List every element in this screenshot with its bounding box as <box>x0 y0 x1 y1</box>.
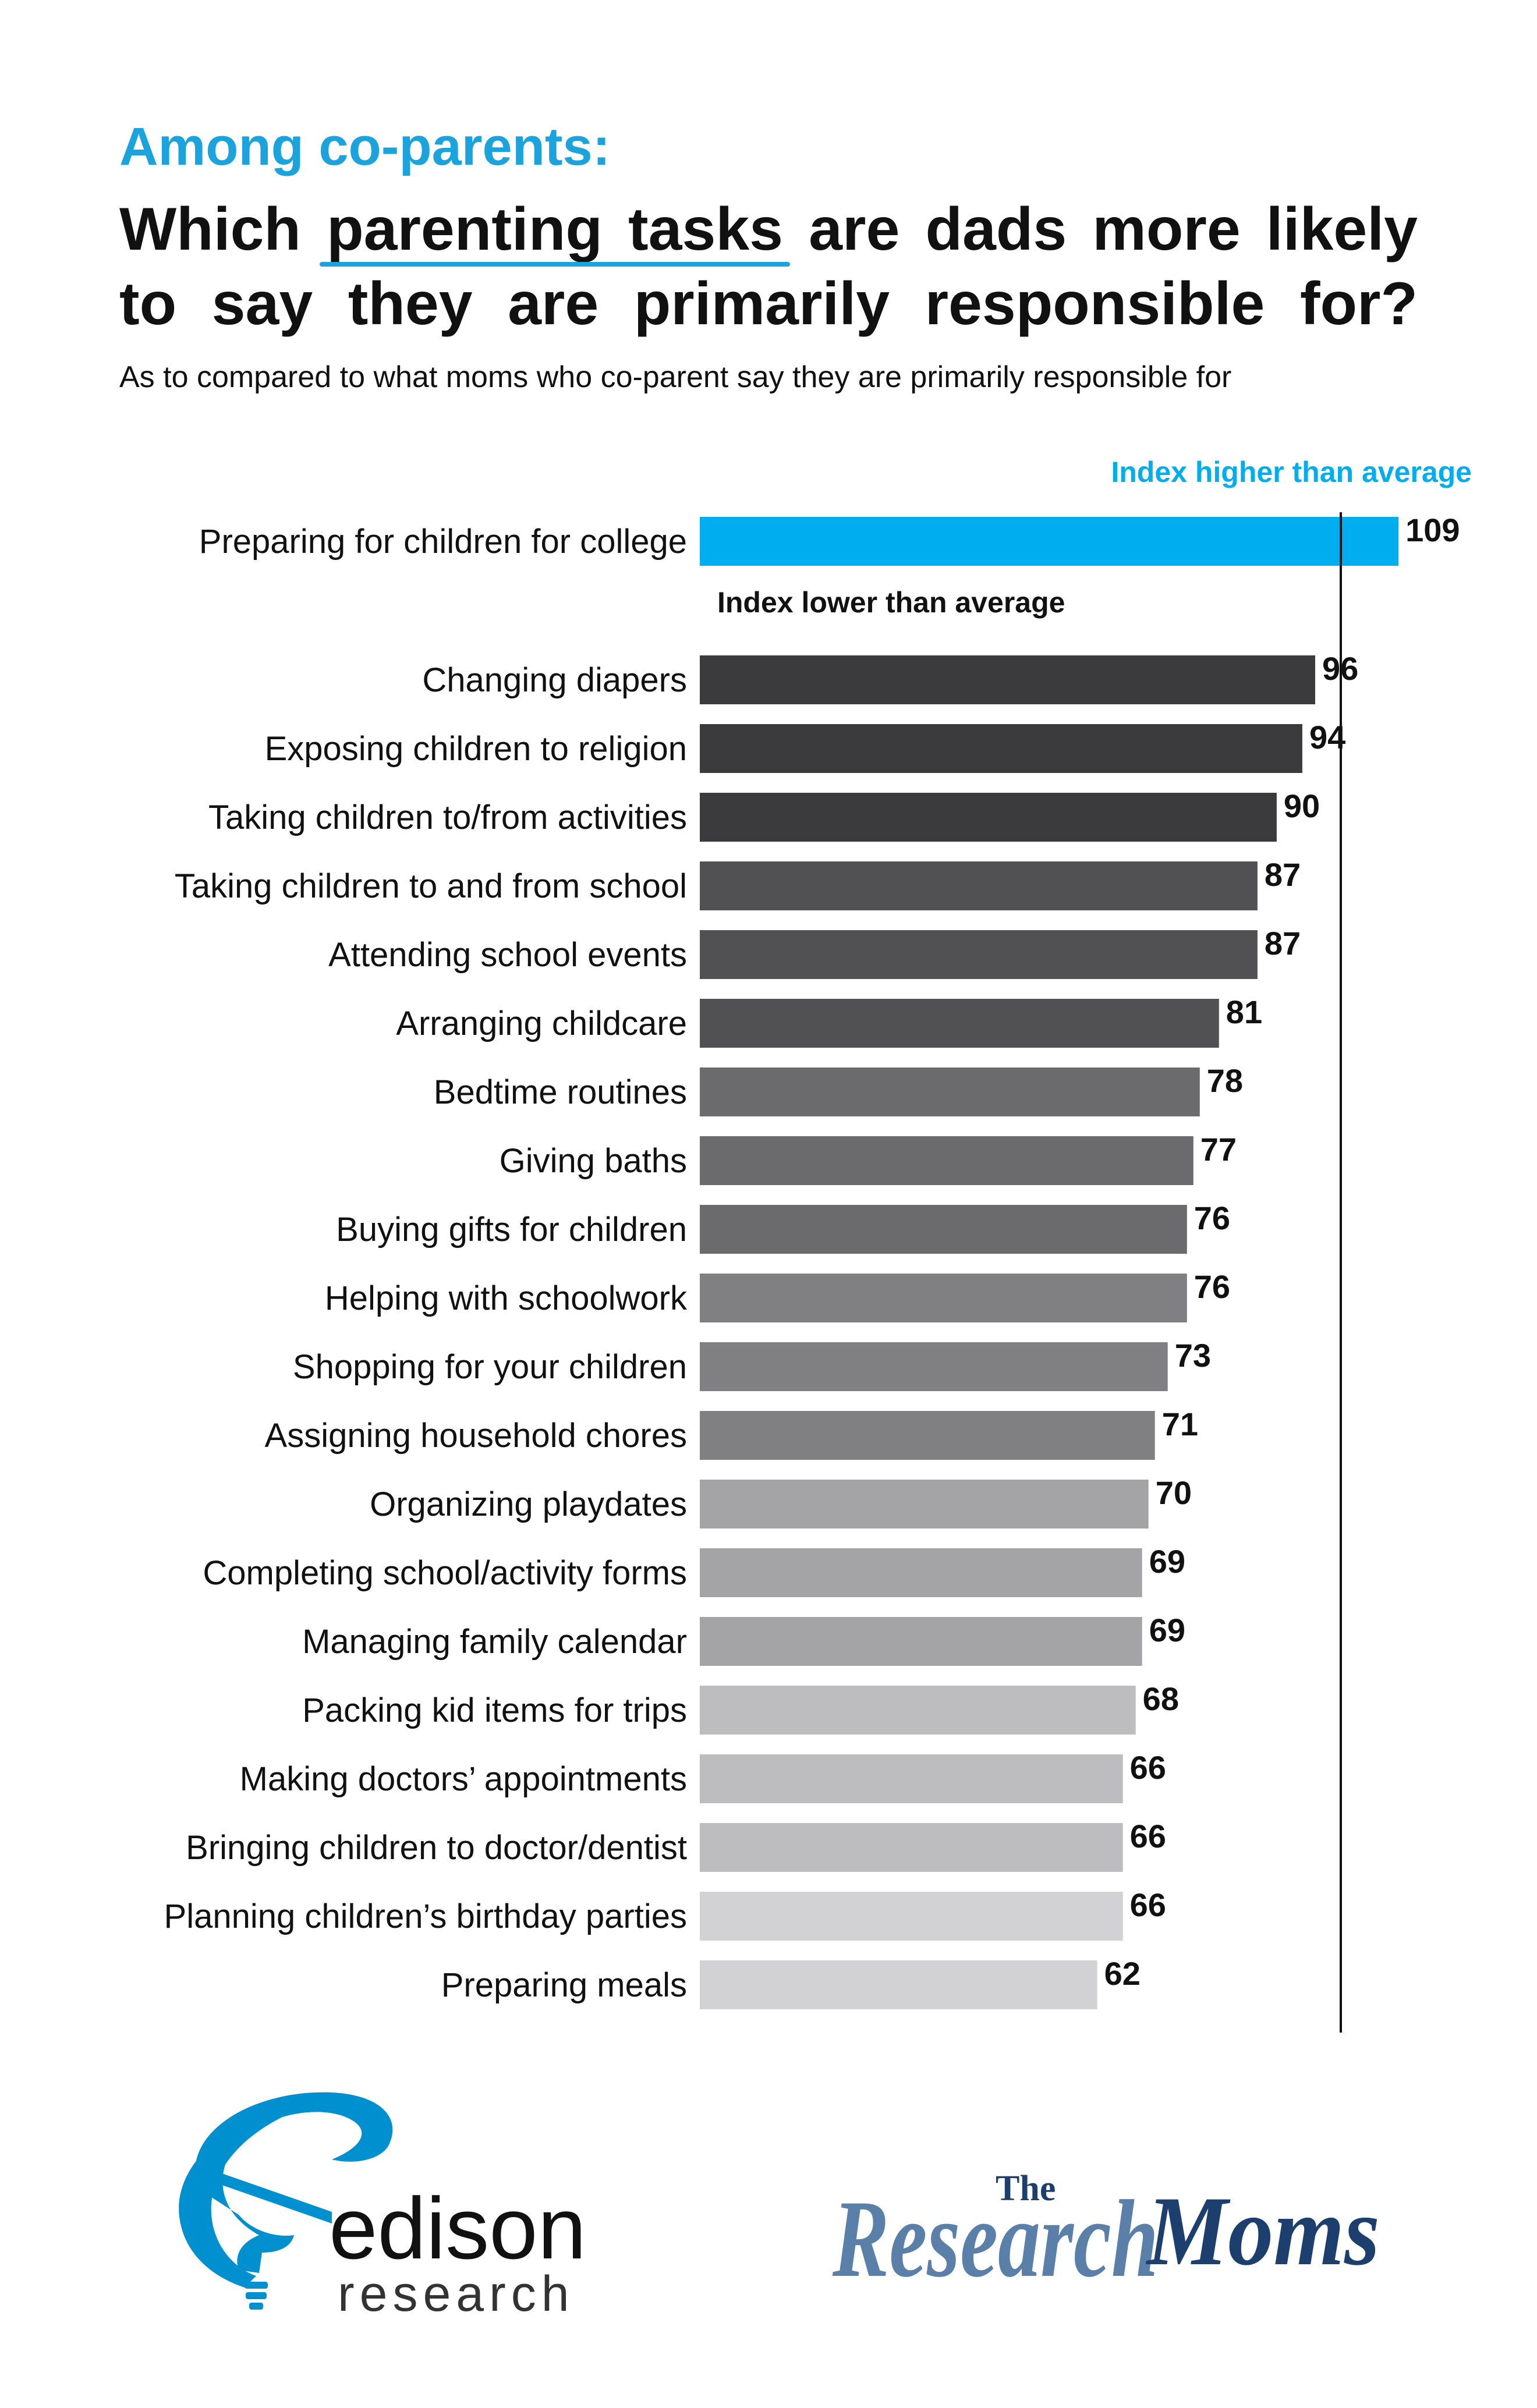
category-label: Bedtime routines <box>434 1073 687 1111</box>
bar <box>700 1754 1123 1803</box>
bar <box>700 724 1302 773</box>
category-label: Taking children to and from school <box>175 867 687 905</box>
bar <box>700 1068 1200 1116</box>
title-line-1: Which parenting tasks are dads more like… <box>119 192 1418 267</box>
category-label: Planning children’s birthday parties <box>164 1898 687 1935</box>
rm-research: Research <box>832 2178 1159 2300</box>
research-moms-logo: The Research Moms <box>832 2169 1380 2300</box>
category-label: Taking children to/from activities <box>208 799 687 836</box>
bar <box>700 1686 1136 1735</box>
data-label: 77 <box>1200 1131 1237 1168</box>
data-label: 66 <box>1130 1886 1166 1923</box>
edison-wordmark: edison <box>329 2179 586 2277</box>
x-tick-label: 0 <box>690 2078 709 2084</box>
data-label: 94 <box>1309 719 1345 756</box>
bar <box>700 655 1315 704</box>
x-tick-label: 40 <box>937 2078 975 2084</box>
category-label: Preparing meals <box>441 1966 687 2004</box>
data-label: 90 <box>1284 788 1320 824</box>
data-label: 71 <box>1162 1406 1198 1442</box>
category-label: Shopping for your children <box>293 1348 687 1386</box>
edison-research-logo: edison research <box>179 2092 586 2322</box>
bar <box>700 1892 1123 1941</box>
category-label: Organizing playdates <box>370 1485 687 1523</box>
category-label: Exposing children to religion <box>265 730 687 768</box>
data-label: 70 <box>1156 1474 1192 1511</box>
category-label: Attending school events <box>328 936 687 974</box>
data-label: 76 <box>1194 1200 1230 1236</box>
edison-subword: research <box>338 2266 575 2322</box>
title-highlight: parenting tasks <box>327 196 784 263</box>
data-label: 66 <box>1130 1749 1166 1786</box>
x-tick-label: 120 <box>1441 2078 1497 2084</box>
bar <box>700 1274 1187 1322</box>
data-label: 73 <box>1175 1337 1211 1374</box>
bar <box>700 861 1258 910</box>
data-label: 69 <box>1149 1612 1185 1648</box>
chart-eyebrow: Among co-parents: <box>119 117 611 176</box>
category-label: Changing diapers <box>422 661 687 699</box>
annotation-higher: Index higher than average <box>1111 456 1472 488</box>
category-label: Bringing children to doctor/dentist <box>186 1829 687 1867</box>
chart-subtitle: As to compared to what moms who co-paren… <box>119 360 1232 394</box>
data-label: 87 <box>1265 925 1301 962</box>
category-label: Arranging childcare <box>396 1005 687 1042</box>
title-line-2: to say they are primarily responsible fo… <box>119 270 1418 338</box>
category-label: Giving baths <box>500 1142 687 1180</box>
x-tick-label: 100 <box>1313 2078 1369 2084</box>
bar <box>700 1411 1155 1460</box>
category-label: Preparing for children for college <box>199 523 687 561</box>
data-label: 62 <box>1104 1955 1141 1992</box>
bar <box>700 1205 1187 1254</box>
bar-chart: Preparing for children for college 109 Cha… <box>164 456 1497 2084</box>
rm-moms: Moms <box>1145 2176 1380 2286</box>
category-label: Helping with schoolwork <box>325 1279 688 1317</box>
bar <box>700 1617 1142 1666</box>
category-label: Making doctors’ appointments <box>240 1760 687 1798</box>
category-label: Packing kid items for trips <box>302 1691 687 1729</box>
data-label: 109 <box>1405 512 1460 548</box>
category-label: Managing family calendar <box>302 1623 687 1661</box>
title-pre: Which <box>119 196 327 263</box>
x-tick-label: 80 <box>1194 2078 1232 2084</box>
category-label: Assigning household chores <box>265 1417 687 1455</box>
category-label: Completing school/activity forms <box>203 1554 687 1592</box>
chart-title: Which parenting tasks are dads more like… <box>119 192 1418 341</box>
bar <box>700 999 1219 1048</box>
bar <box>700 1136 1194 1185</box>
data-label: 81 <box>1226 994 1262 1030</box>
bar <box>700 1823 1123 1872</box>
data-label: 66 <box>1130 1818 1166 1854</box>
data-label: 69 <box>1149 1543 1185 1580</box>
bar <box>700 930 1258 979</box>
data-label: 68 <box>1143 1680 1179 1717</box>
bar <box>700 1548 1142 1597</box>
bar <box>700 1960 1097 2009</box>
data-label: 78 <box>1207 1062 1243 1099</box>
bar <box>700 1480 1149 1529</box>
bar <box>700 517 1399 566</box>
annotation-lower: Index lower than average <box>717 586 1065 619</box>
x-tick-label: 60 <box>1065 2078 1103 2084</box>
category-label: Buying gifts for children <box>336 1211 687 1249</box>
title-post: are dads more likely <box>783 196 1418 263</box>
data-label: 76 <box>1194 1268 1230 1305</box>
rm-the: The <box>996 2169 1056 2208</box>
bar <box>700 793 1277 842</box>
data-label: 87 <box>1265 856 1301 893</box>
x-tick-label: 20 <box>809 2078 847 2084</box>
bar <box>700 1342 1168 1391</box>
